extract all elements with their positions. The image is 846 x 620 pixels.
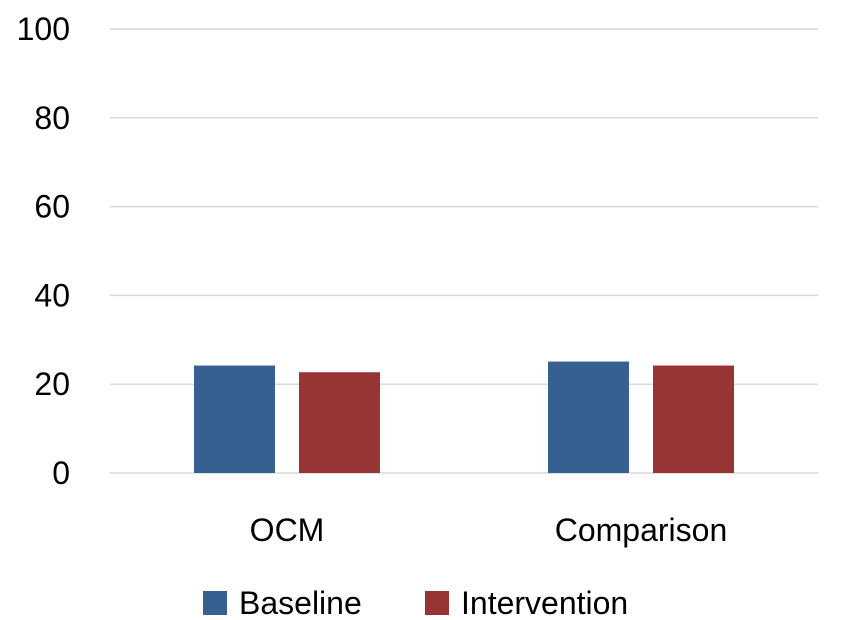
category-labels: OCM Comparison (250, 512, 728, 548)
legend-swatch-intervention (425, 591, 449, 615)
y-tick-label: 80 (34, 100, 70, 136)
bar-baseline-ocm (194, 365, 275, 473)
legend-label-intervention: Intervention (461, 585, 628, 620)
legend-swatch-baseline (203, 591, 227, 615)
legend: Baseline Intervention (203, 585, 628, 620)
category-label: OCM (250, 512, 325, 548)
y-tick-labels: 0 20 40 60 80 100 (17, 11, 70, 491)
bar-intervention-ocm (299, 372, 380, 473)
y-tick-label: 60 (34, 189, 70, 225)
bars (194, 361, 734, 473)
legend-label-baseline: Baseline (239, 585, 362, 620)
y-tick-label: 0 (52, 455, 70, 491)
bar-baseline-comparison (548, 361, 629, 473)
bar-intervention-comparison (653, 365, 734, 473)
y-tick-label: 100 (17, 11, 70, 47)
y-tick-label: 40 (34, 277, 70, 313)
category-label: Comparison (555, 512, 728, 548)
y-tick-label: 20 (34, 366, 70, 402)
